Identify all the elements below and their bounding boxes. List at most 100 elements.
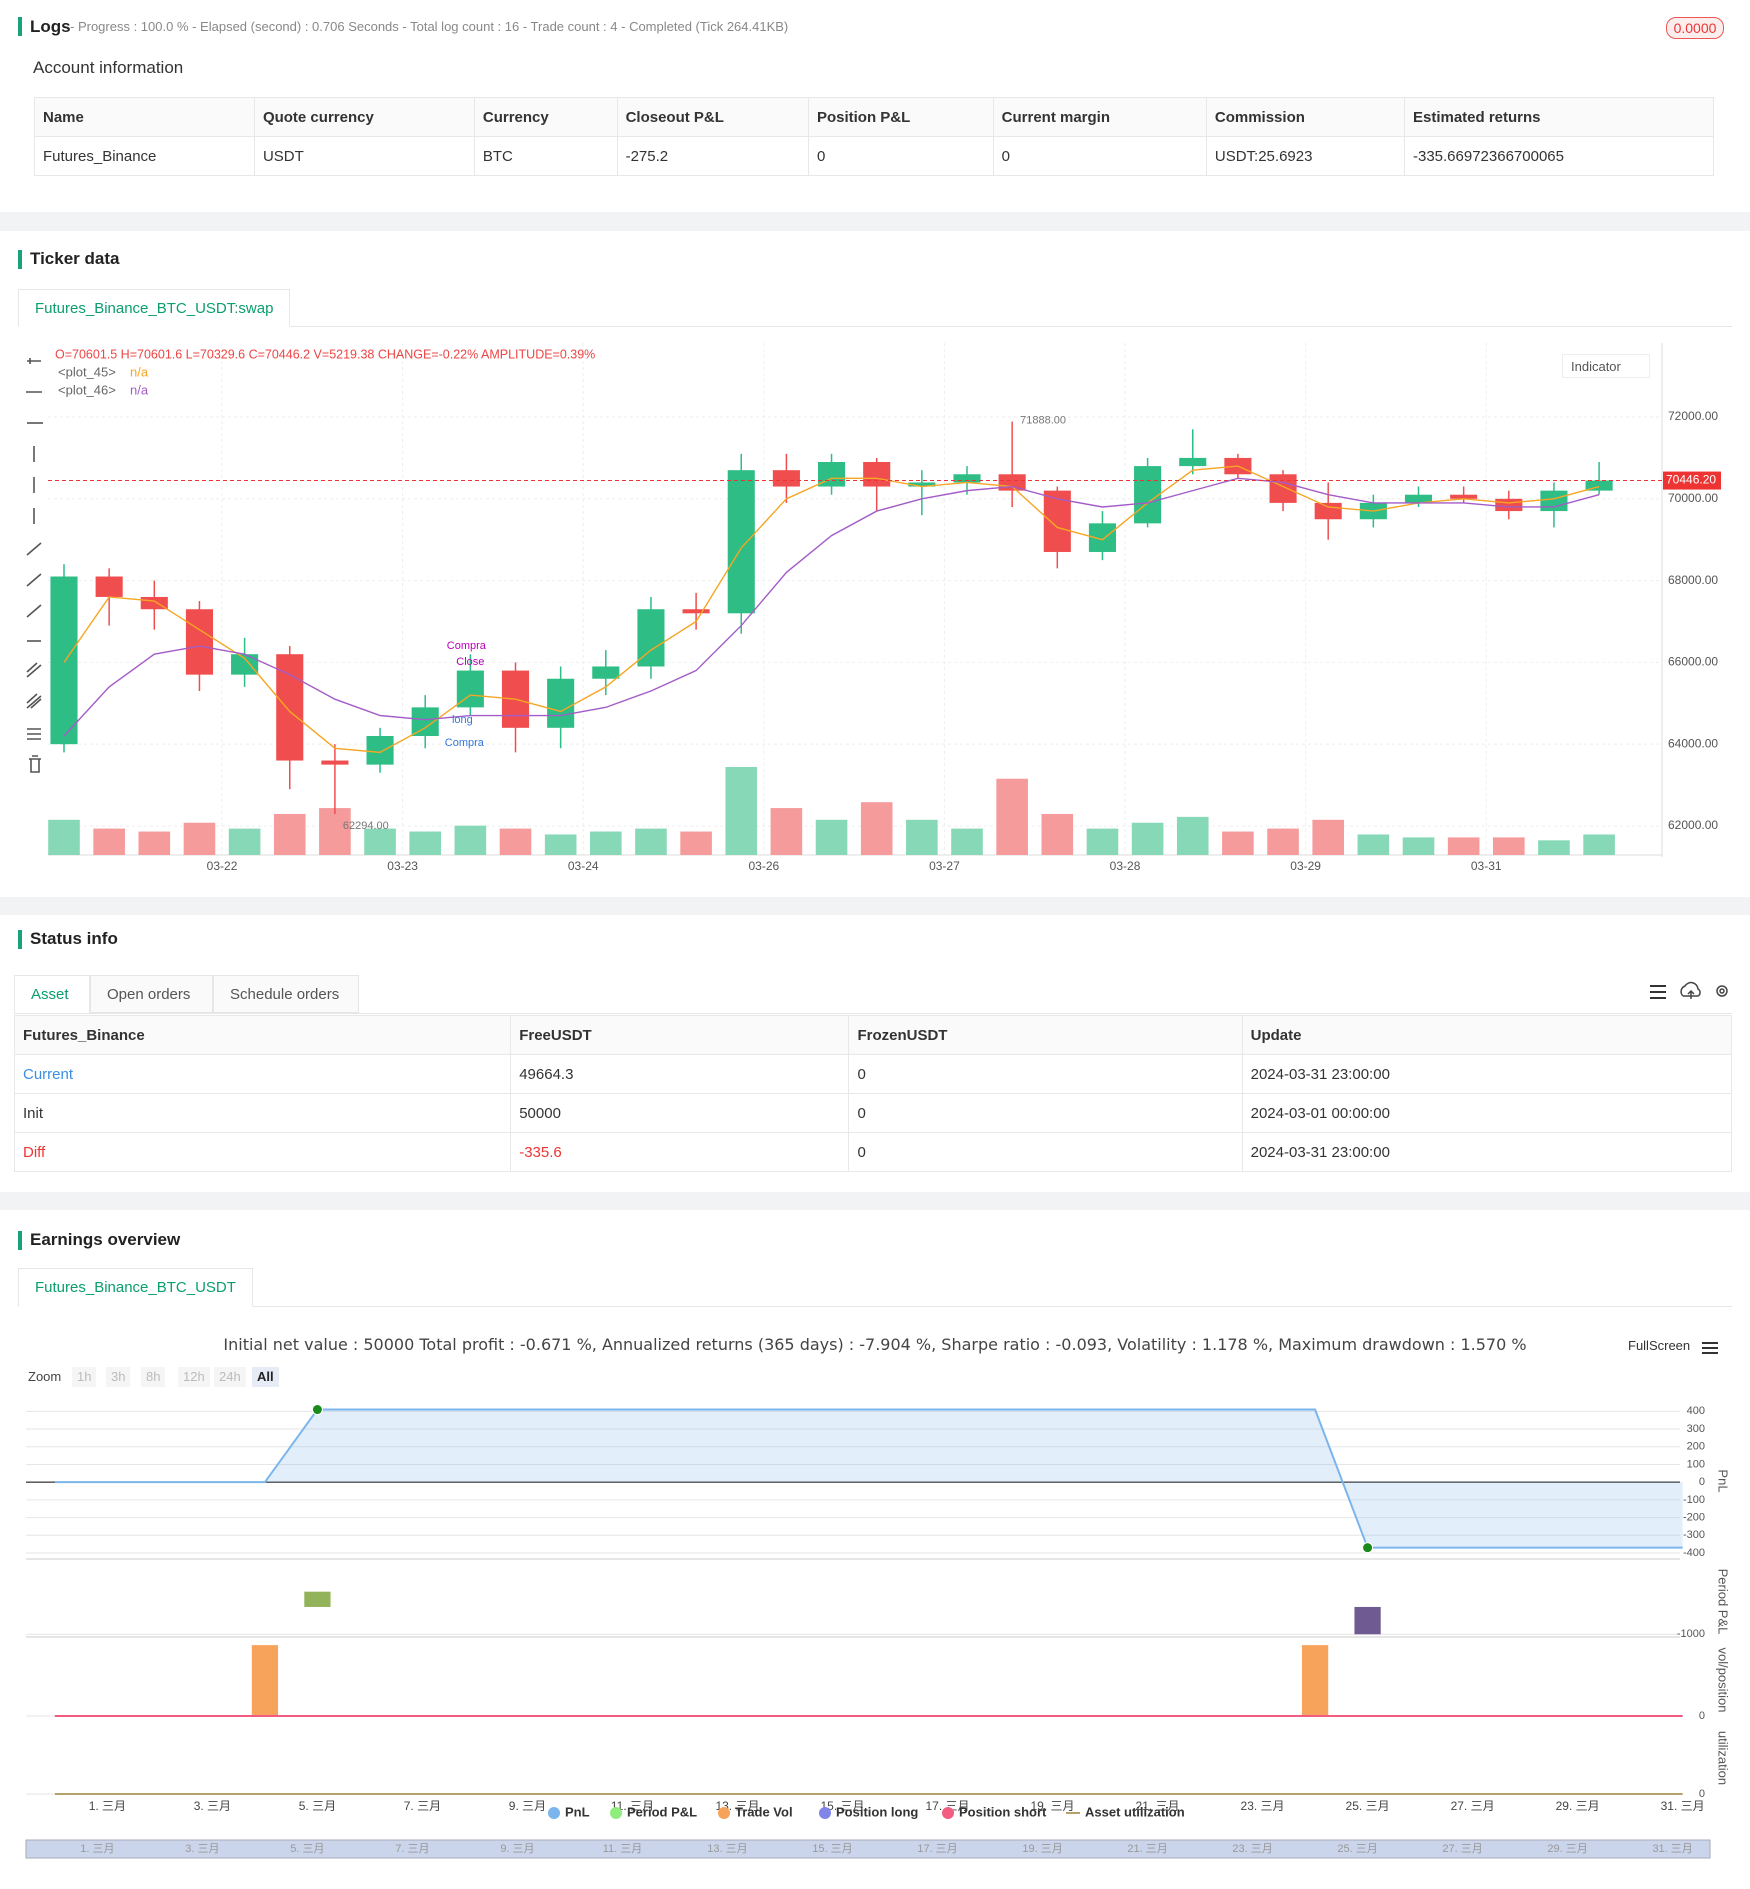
navigator [25, 1839, 1711, 1859]
volume-bar [1041, 813, 1074, 855]
y-tick-label: 0 [1699, 1710, 1705, 1722]
toolbar [26, 358, 43, 773]
x-tick-label: 19. 三月 [1031, 1799, 1075, 1813]
legend-label[interactable]: Period P&L [627, 1804, 697, 1819]
cell: 0 [807, 136, 994, 176]
volume-bar [454, 825, 487, 855]
status-icons[interactable] [1680, 981, 1728, 999]
tab[interactable]: Futures_Binance_BTC_USDT [18, 1268, 253, 1307]
row: Diff -335.6 0 2024-03-31 23:00:00 [13, 1132, 1733, 1172]
cell: -335.6 [510, 1132, 850, 1172]
separator [0, 1192, 1750, 1210]
legend-label[interactable]: Position short [959, 1804, 1047, 1819]
candle-body [592, 666, 620, 679]
zoom-button[interactable]: All [252, 1367, 279, 1387]
legend-label[interactable]: Trade Vol [735, 1804, 793, 1819]
trade-label: long [452, 714, 473, 726]
badge: 0.0000 [1666, 17, 1724, 39]
x-tick-label: 03-22 [207, 859, 238, 873]
navigator-label: 27. 三月 [1442, 1843, 1482, 1855]
header-cell: FreeUSDT [510, 1015, 850, 1055]
y-tick-label: -300 [1683, 1529, 1705, 1541]
cell: Diff [13, 1132, 512, 1172]
legend-value: n/a [130, 364, 149, 379]
cell: -335.66972366700065 [1403, 136, 1715, 176]
x-tick-label: 21. 三月 [1136, 1799, 1180, 1813]
x-tick-label: 03-23 [387, 859, 418, 873]
volume-bar [635, 828, 667, 855]
header-cell: Currency [473, 97, 618, 137]
volume-bar [1176, 816, 1209, 855]
section-title: Ticker data [30, 249, 120, 268]
candle-body [1585, 480, 1613, 491]
candle-body [50, 576, 78, 745]
header-cell: Update [1241, 1015, 1733, 1055]
volume-bar [860, 802, 893, 855]
header-row: Futures_Binance FreeUSDT FrozenUSDT Update [13, 1015, 1733, 1055]
candle-body [863, 462, 891, 487]
zoom-button[interactable]: 3h [106, 1367, 131, 1387]
zoom-button[interactable]: 8h [141, 1367, 166, 1387]
log-summary: - Progress : 100.0 % - Elapsed (second) … [70, 19, 789, 34]
candle-body [95, 576, 123, 597]
y-tick-label: -100 [1683, 1494, 1705, 1506]
candle-body [366, 735, 394, 765]
legend-label[interactable]: Position long [836, 1804, 918, 1819]
x-tick-label: 17. 三月 [925, 1799, 969, 1813]
volume-bar [183, 822, 216, 855]
volume-bar [1447, 837, 1480, 855]
row: Current 49664.3 0 2024-03-31 23:00:00 [13, 1054, 1733, 1094]
moving-average [63, 465, 1600, 754]
tab[interactable]: Schedule orders [213, 975, 359, 1013]
last-price-label: 70446.20 [1666, 473, 1716, 487]
zoom-label: Zoom [28, 1369, 62, 1384]
legend-symbol [548, 1807, 560, 1819]
header-cell: Current margin [992, 97, 1207, 137]
indicator-button[interactable]: Indicator [1562, 354, 1650, 378]
cell: 0 [848, 1054, 1243, 1094]
volume-bar [951, 828, 983, 855]
zoom-button[interactable]: 1h [72, 1367, 97, 1387]
navigator-label: 29. 三月 [1547, 1843, 1587, 1855]
volume-bar [815, 819, 848, 855]
tab[interactable]: Asset [14, 975, 90, 1013]
y-tick-label: 62000.00 [1668, 818, 1718, 832]
volume-bar [48, 819, 80, 855]
axis-title: utilization [1716, 1731, 1731, 1785]
x-tick-label: 03-24 [568, 859, 599, 873]
x-tick-label: 15. 三月 [820, 1799, 864, 1813]
zoom-button[interactable]: 12h [178, 1367, 210, 1387]
volume-bar [319, 808, 351, 855]
extreme-label: 71888.00 [1020, 415, 1066, 427]
volume-bar [364, 828, 396, 855]
x-tick-label: 03-26 [748, 859, 779, 873]
volume-bar [273, 813, 306, 855]
ohlc-header: O=70601.5 H=70601.6 L=70329.6 C=70446.2 … [55, 347, 595, 361]
volume-bar [499, 828, 532, 855]
legend-symbol [610, 1807, 622, 1819]
fullscreen-button[interactable]: FullScreen [1628, 1338, 1691, 1353]
legend-label[interactable]: Asset utilization [1085, 1804, 1185, 1819]
x-tick-label: 23. 三月 [1241, 1799, 1285, 1813]
account-table: Name Quote currency Currency Closeout P&L Po… [34, 97, 1715, 176]
zoom-button[interactable]: 24h [214, 1367, 246, 1387]
legend-label[interactable]: PnL [565, 1804, 590, 1819]
tab[interactable]: Futures_Binance_BTC_USDT:swap [18, 289, 291, 327]
y-tick-label: 68000.00 [1668, 573, 1718, 587]
bar [251, 1645, 279, 1716]
section-title: Logs [30, 17, 71, 36]
navigator-label: 25. 三月 [1337, 1843, 1377, 1855]
tab-line [18, 1306, 1732, 1307]
legend-symbol [819, 1807, 831, 1819]
x-tick-label: 03-29 [1290, 859, 1321, 873]
volume-bar [1267, 828, 1299, 855]
tab[interactable]: Open orders [90, 975, 213, 1013]
tab-line [18, 326, 1732, 327]
y-tick-label: 100 [1687, 1458, 1705, 1470]
volume-bar [138, 831, 171, 855]
menu-icons[interactable] [1650, 985, 1718, 1354]
extreme-dot [1362, 1542, 1374, 1554]
y-tick-label: 200 [1687, 1441, 1705, 1453]
navigator-label: 17. 三月 [917, 1843, 957, 1855]
